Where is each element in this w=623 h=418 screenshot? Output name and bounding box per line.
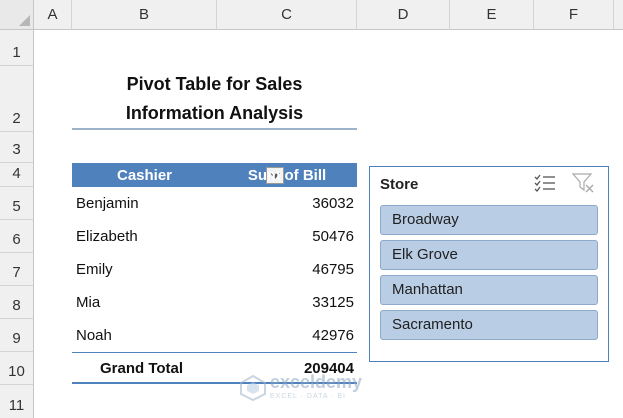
grand-total-divider <box>72 352 357 353</box>
row-header-10[interactable]: 10 <box>0 352 34 385</box>
grand-total-label: Grand Total <box>100 360 184 377</box>
exceldemy-logo-icon <box>240 375 266 401</box>
column-header-f[interactable]: F <box>534 0 614 30</box>
pivot-row[interactable]: Benjamin 36032 <box>72 187 357 220</box>
watermark-tagline: EXCEL · DATA · BI <box>270 393 346 400</box>
row-header-4[interactable]: 4 <box>0 163 34 187</box>
pivot-row[interactable]: Emily 46795 <box>72 253 357 286</box>
sheet-title-line-2: Information Analysis <box>125 103 304 123</box>
cashier-name: Emily <box>76 261 113 278</box>
column-header-a[interactable]: A <box>34 0 72 30</box>
bill-sum: 46795 <box>312 261 354 278</box>
bill-sum: 33125 <box>312 294 354 311</box>
filter-dropdown-button[interactable] <box>266 167 284 184</box>
row-header-7[interactable]: 7 <box>0 253 34 286</box>
pivot-row[interactable]: Elizabeth 50476 <box>72 220 357 253</box>
exceldemy-watermark: exceldemy EXCEL · DATA · BI <box>240 372 390 406</box>
row-header-11[interactable]: 11 <box>0 385 34 418</box>
column-header-d[interactable]: D <box>357 0 450 30</box>
column-header-c[interactable]: C <box>217 0 357 30</box>
row-header-1[interactable]: 1 <box>0 30 34 66</box>
row-header-9[interactable]: 9 <box>0 319 34 352</box>
cashier-name: Mia <box>76 294 101 311</box>
row-header-3[interactable]: 3 <box>0 132 34 163</box>
slicer-item-sacramento[interactable]: Sacramento <box>380 310 598 340</box>
bill-sum: 36032 <box>312 195 354 212</box>
row-header-8[interactable]: 8 <box>0 286 34 319</box>
bill-sum: 42976 <box>312 327 354 344</box>
title-underline <box>72 128 357 130</box>
column-header-g[interactable] <box>614 0 623 30</box>
clear-filter-icon[interactable] <box>572 173 594 193</box>
slicer-title: Store <box>380 176 419 193</box>
watermark-name: exceldemy <box>270 372 363 392</box>
sheet-title-line-1: Pivot Table for Sales <box>126 74 303 94</box>
row-header-6[interactable]: 6 <box>0 220 34 253</box>
dropdown-arrow-icon <box>270 172 280 179</box>
cashier-name: Elizabeth <box>76 228 138 245</box>
bill-sum: 50476 <box>312 228 354 245</box>
multi-select-icon[interactable] <box>534 173 556 193</box>
pivot-row[interactable]: Noah 42976 <box>72 319 357 352</box>
slicer-item-broadway[interactable]: Broadway <box>380 205 598 235</box>
slicer-item-elk-grove[interactable]: Elk Grove <box>380 240 598 270</box>
cashier-name: Benjamin <box>76 195 139 212</box>
row-header-2[interactable]: 2 <box>0 66 34 132</box>
pivot-bottom-border <box>72 382 357 384</box>
store-slicer[interactable]: Store Broadway Elk Grove Manhattan Sacra… <box>369 166 609 362</box>
pivot-header-row: Cashier Sum of Bill <box>72 163 357 187</box>
cashier-name: Noah <box>76 327 112 344</box>
select-all-corner[interactable] <box>0 0 34 30</box>
column-header-b[interactable]: B <box>72 0 217 30</box>
slicer-item-manhattan[interactable]: Manhattan <box>380 275 598 305</box>
grand-total-row[interactable]: Grand Total 209404 <box>72 353 357 385</box>
pivot-header-sum[interactable]: Sum of Bill <box>247 167 327 184</box>
pivot-header-cashier[interactable]: Cashier <box>116 167 173 184</box>
grand-total-value: 209404 <box>303 360 354 377</box>
pivot-row[interactable]: Mia 33125 <box>72 286 357 319</box>
row-header-5[interactable]: 5 <box>0 187 34 220</box>
column-header-e[interactable]: E <box>450 0 534 30</box>
